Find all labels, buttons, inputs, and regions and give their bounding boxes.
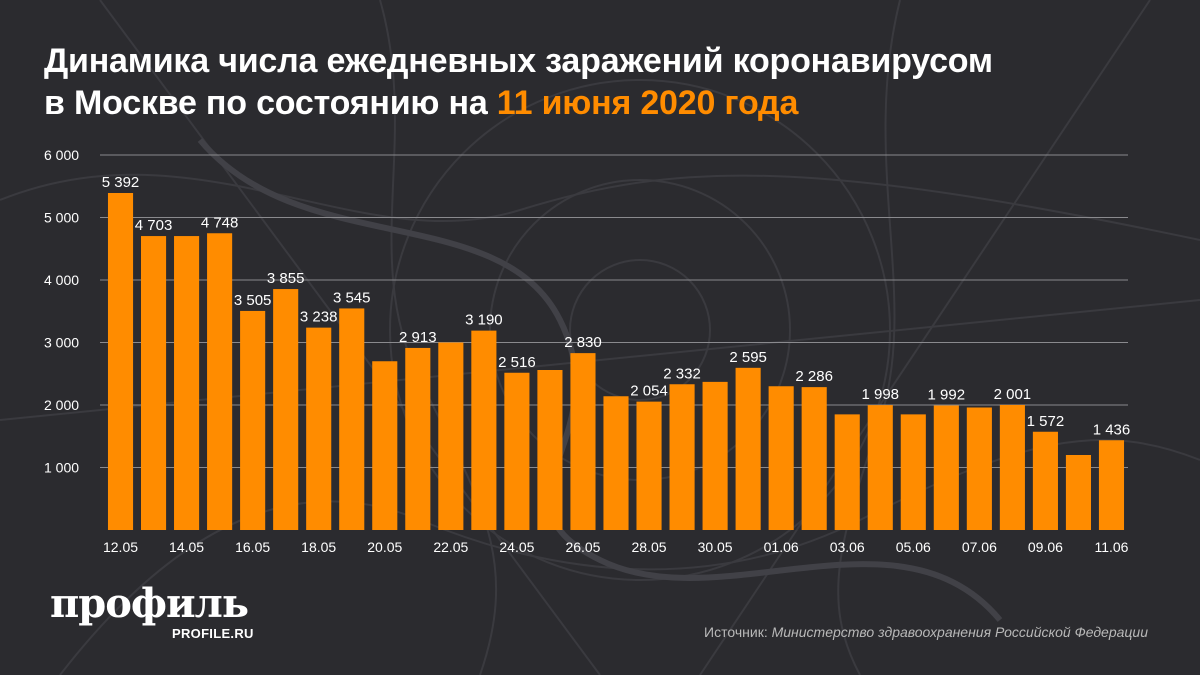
bar-13.05: [140, 236, 167, 530]
data-label: 2 286: [795, 368, 833, 385]
data-label: 3 238: [300, 309, 338, 326]
y-tick-label: 2 000: [44, 397, 79, 413]
data-label: 5 392: [102, 174, 140, 191]
source-note: Источник: Министерство здравоохранения Р…: [704, 624, 1148, 640]
bar-04.06: [867, 405, 893, 530]
data-label: 1 998: [861, 386, 899, 403]
bar-24.05: [504, 372, 530, 530]
x-tick-label: 30.05: [698, 539, 733, 555]
bar-06.06: [933, 405, 959, 530]
bar-03.06: [834, 414, 860, 530]
x-tick-label: 03.06: [830, 539, 865, 555]
bar-11.06: [1098, 440, 1125, 530]
profile-logo: профиль: [50, 580, 249, 627]
x-tick-label: 26.05: [565, 539, 600, 555]
x-tick-label: 18.05: [301, 539, 336, 555]
x-tick-label: 11.06: [1094, 539, 1128, 555]
bar-14.05: [174, 236, 200, 530]
x-tick-label: 07.06: [962, 539, 997, 555]
data-label: 2 516: [498, 354, 536, 371]
bar-22.05: [438, 342, 464, 530]
bar-23.05: [471, 330, 497, 530]
title-line-1: Динамика числа ежедневных заражений коро…: [44, 42, 993, 80]
data-label: 2 001: [994, 386, 1032, 403]
x-tick-label: 05.06: [896, 539, 931, 555]
bar-01.06: [768, 386, 794, 530]
bar-10.06: [1065, 455, 1092, 530]
bar-08.06: [999, 404, 1025, 530]
y-tick-label: 6 000: [44, 147, 79, 163]
bar-21.05: [405, 347, 431, 530]
x-tick-label: 28.05: [632, 539, 667, 555]
data-label: 2 595: [729, 349, 767, 366]
title-line-2-prefix: в Москве по состоянию на: [44, 84, 497, 122]
bar-18.05: [306, 327, 332, 530]
x-tick-label: 16.05: [235, 539, 270, 555]
x-tick-label: 01.06: [764, 539, 799, 555]
data-label: 2 332: [663, 365, 701, 382]
bar-09.06: [1032, 431, 1058, 530]
x-tick-label: 20.05: [367, 539, 402, 555]
data-label: 2 913: [399, 329, 437, 346]
bar-05.06: [900, 414, 926, 530]
data-label: 2 830: [564, 334, 602, 351]
data-label: 1 572: [1027, 413, 1065, 430]
data-label: 3 505: [234, 292, 272, 309]
bar-26.05: [570, 353, 596, 530]
x-tick-label: 22.05: [433, 539, 468, 555]
bar-19.05: [339, 308, 365, 530]
bar-29.05: [669, 384, 695, 530]
profile-site-label: PROFILE.RU: [172, 626, 254, 641]
bar-25.05: [537, 370, 563, 530]
bar-17.05: [273, 289, 299, 530]
y-tick-label: 4 000: [44, 272, 79, 288]
bar-15.05: [207, 233, 233, 530]
x-tick-label: 14.05: [169, 539, 204, 555]
source-name: Министерство здравоохранения Российской …: [771, 624, 1148, 640]
y-tick-label: 5 000: [44, 210, 79, 226]
bar-07.06: [966, 407, 992, 530]
data-label: 3 855: [267, 270, 305, 287]
source-prefix: Источник:: [704, 624, 772, 640]
data-label: 1 436: [1093, 421, 1131, 438]
bar-02.06: [801, 387, 827, 530]
data-label: 3 190: [465, 312, 503, 329]
data-label: 3 545: [333, 289, 371, 306]
title-line-2: в Москве по состоянию на 11 июня 2020 го…: [44, 82, 1164, 124]
bar-28.05: [636, 401, 662, 530]
x-tick-label: 24.05: [499, 539, 534, 555]
bar-30.05: [702, 381, 728, 530]
data-label: 4 748: [201, 214, 239, 231]
x-tick-label: 12.05: [103, 539, 138, 555]
bar-16.05: [240, 310, 266, 530]
bar-12.05: [107, 193, 134, 530]
data-label: 4 703: [135, 217, 173, 234]
bar-27.05: [603, 396, 629, 530]
data-label: 2 054: [630, 383, 668, 400]
data-label: 1 992: [928, 387, 966, 404]
bar-20.05: [372, 361, 398, 530]
x-tick-label: 09.06: [1028, 539, 1063, 555]
y-tick-label: 1 000: [44, 460, 79, 476]
title-date-accent: 11 июня 2020 года: [496, 84, 799, 122]
y-tick-label: 3 000: [44, 335, 79, 351]
chart-title: Динамика числа ежедневных заражений коро…: [44, 40, 1164, 124]
bar-31.05: [735, 367, 761, 530]
